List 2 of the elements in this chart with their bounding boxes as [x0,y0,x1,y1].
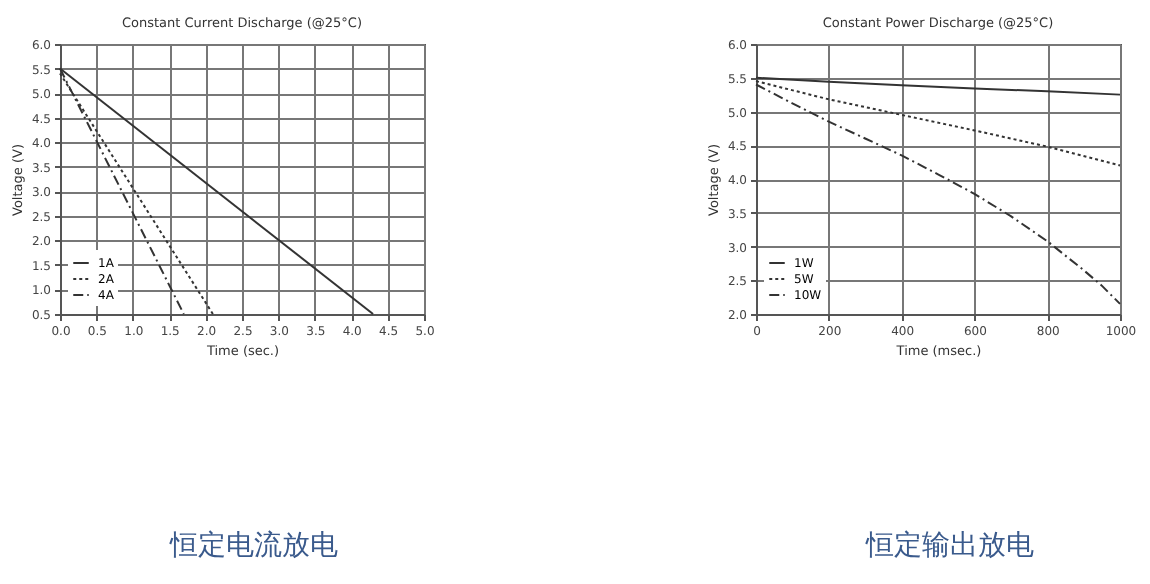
text: 恒定输出放电 [863,528,1036,564]
text: 恒定电流放电 [167,528,340,564]
